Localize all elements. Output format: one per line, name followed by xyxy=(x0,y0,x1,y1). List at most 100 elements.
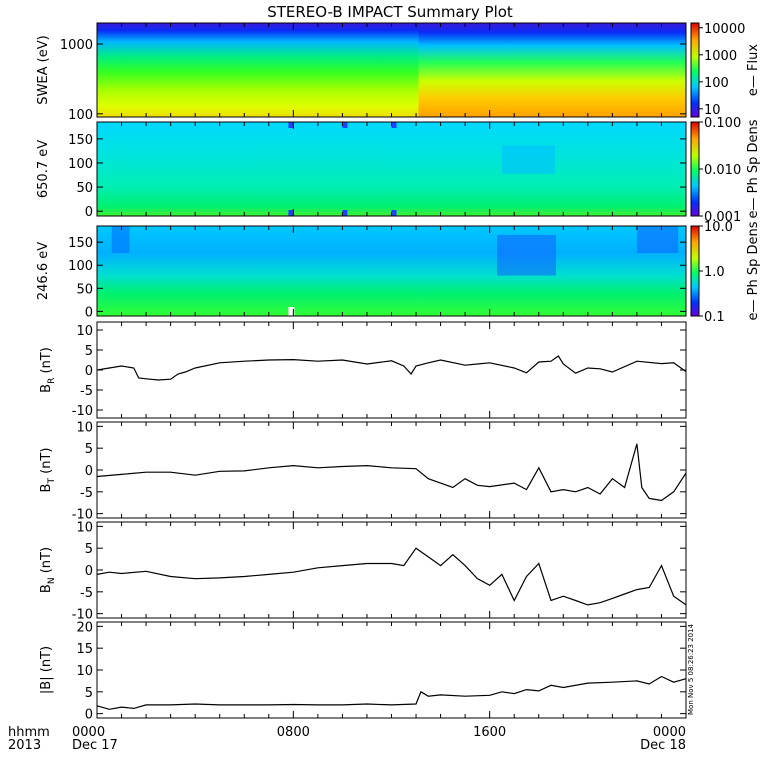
y-tick-label: 10 xyxy=(76,324,93,339)
y-tick-label: 5 xyxy=(85,344,93,359)
x-axis: 0000 0800 1600 0000 xyxy=(72,725,686,740)
colorbar-label: e— Flux xyxy=(746,44,761,96)
y-tick-label: 10 xyxy=(76,420,93,435)
y-axis-label-symbol: B xyxy=(39,384,54,393)
panel-frame xyxy=(96,121,687,217)
y-axis-label: BT (nT) xyxy=(39,448,57,493)
panel-frame xyxy=(96,22,687,118)
x-tick-label: 0000 xyxy=(653,725,686,740)
spectrogram-artifact-bottom-1 xyxy=(342,210,348,216)
y-tick-label: -5 xyxy=(80,486,93,501)
y-axis-label-unit: (nT) xyxy=(39,547,54,577)
y-tick-label: 100 xyxy=(68,157,93,172)
panel-4: 10 5 0 -5 -10 BR (nT) xyxy=(39,321,687,419)
colorbar-tick-label: 10000 xyxy=(704,22,745,37)
colorbar xyxy=(691,226,699,316)
panel-7: 20 15 10 5 0 |B| (nT) xyxy=(39,620,687,723)
x-tick-label: 0800 xyxy=(277,725,310,740)
y-tick-label: -5 xyxy=(80,586,93,601)
spectrogram-left xyxy=(97,23,419,117)
panel-2: 0.100 0.010 0.001 e— Ph Sp Dens 150 100 50 0 650… xyxy=(36,116,761,225)
plot-title: STEREO-B IMPACT Summary Plot xyxy=(267,3,513,21)
panel-frame xyxy=(96,521,687,619)
x-end-date: Dec 18 xyxy=(640,738,686,753)
x-tick-label: 1600 xyxy=(473,725,506,740)
spectrogram-feature-c xyxy=(636,226,679,253)
y-axis-label: 246.6 eV xyxy=(36,242,51,300)
panel-frame xyxy=(96,621,687,719)
panel-5: 10 5 0 -5 -10 BT (nT) xyxy=(39,420,687,523)
y-tick-label: 50 xyxy=(76,181,93,196)
y-tick-label: 20 xyxy=(76,620,93,635)
field-trace xyxy=(96,675,687,710)
y-axis-label-unit: (nT) xyxy=(39,347,54,377)
y-axis-label-unit: (nT) xyxy=(39,448,54,478)
y-tick-label: 100 xyxy=(68,259,93,274)
colorbar-tick-label: 0.001 xyxy=(704,210,741,225)
panel-3: 10.0 1.0 0.1 e— Ph Sp Dens 150 100 50 0 246.6 eV xyxy=(36,220,761,325)
colorbar-tick-label: 0.1 xyxy=(704,310,725,325)
panel-frame xyxy=(96,421,687,519)
spectrogram-artifact-bottom-0 xyxy=(288,210,294,216)
colorbar-tick-label: 0.010 xyxy=(704,163,741,178)
x-row-label: hhmm xyxy=(8,725,50,740)
y-axis-label-symbol: |B| xyxy=(39,676,54,694)
y-axis-label: SWEA (eV) xyxy=(36,35,51,104)
y-tick-label: 0 xyxy=(85,464,93,479)
colorbar-tick-label: 0.100 xyxy=(704,116,741,131)
y-tick-label: 0 xyxy=(85,708,93,723)
x-year-label: 2013 xyxy=(8,738,41,753)
spectrogram-artifact-top-1 xyxy=(342,122,348,128)
y-tick-label: 50 xyxy=(76,282,93,297)
y-tick-label: 150 xyxy=(68,133,93,148)
spectrogram-gap xyxy=(288,307,295,316)
colorbar xyxy=(691,122,699,216)
y-tick-label: -10 xyxy=(72,404,93,419)
y-axis-label-subscript: R xyxy=(47,378,57,384)
colorbar-tick-label: 1000 xyxy=(704,49,737,64)
y-tick-label: -10 xyxy=(72,608,93,623)
spectrogram-artifact-bottom-2 xyxy=(391,210,397,216)
colorbar-tick-label: 10.0 xyxy=(704,220,733,235)
field-trace xyxy=(96,355,687,381)
y-axis-label: BR (nT) xyxy=(39,347,57,393)
colorbar-tick-label: 10 xyxy=(704,103,721,118)
spectrogram-artifact-top-0 xyxy=(288,122,294,128)
y-axis-label-symbol: B xyxy=(39,584,54,593)
y-tick-label: 10 xyxy=(76,664,93,679)
y-axis-label-subscript: N xyxy=(47,577,57,584)
y-axis-label-subscript: T xyxy=(47,478,57,485)
y-tick-label: 0 xyxy=(85,564,93,579)
colorbar-frame xyxy=(690,22,700,118)
spectrogram-artifact-top-2 xyxy=(391,122,397,128)
x-start-date: Dec 17 xyxy=(72,738,118,753)
y-axis-label-unit: (nT) xyxy=(39,646,54,676)
x-tick-label: 0000 xyxy=(72,725,105,740)
generation-stamp: Mon Nov 5 08:26:23 2014 xyxy=(687,623,695,715)
field-trace xyxy=(96,443,687,502)
spectrogram-right xyxy=(418,23,686,117)
y-axis-label: BN (nT) xyxy=(39,547,57,593)
y-tick-label: 0 xyxy=(85,205,93,220)
y-tick-label: 5 xyxy=(85,542,93,557)
spectrogram-feature-b xyxy=(497,235,556,276)
colorbar-label: e— Ph Sp Dens xyxy=(746,221,761,320)
y-axis-label-symbol: B xyxy=(39,484,54,493)
panel-frame xyxy=(96,321,687,419)
y-tick-label: 100 xyxy=(68,108,93,123)
spectrogram-left xyxy=(97,122,419,216)
y-axis-label: |B| (nT) xyxy=(39,646,54,694)
spectrogram-left xyxy=(97,226,419,316)
spectrogram-feature-a xyxy=(111,226,130,253)
y-tick-label: 5 xyxy=(85,442,93,457)
colorbar-tick-label: 1.0 xyxy=(704,265,725,280)
y-tick-label: -5 xyxy=(80,384,93,399)
y-tick-label: 1000 xyxy=(60,38,93,53)
spectrogram-feature xyxy=(501,145,555,174)
field-trace xyxy=(96,547,687,606)
y-tick-label: 15 xyxy=(76,642,93,657)
panel-1: 10000 1000 100 10 e— Flux 1000 100 SWEA (eV) xyxy=(36,22,761,123)
panel-frame xyxy=(96,225,687,317)
